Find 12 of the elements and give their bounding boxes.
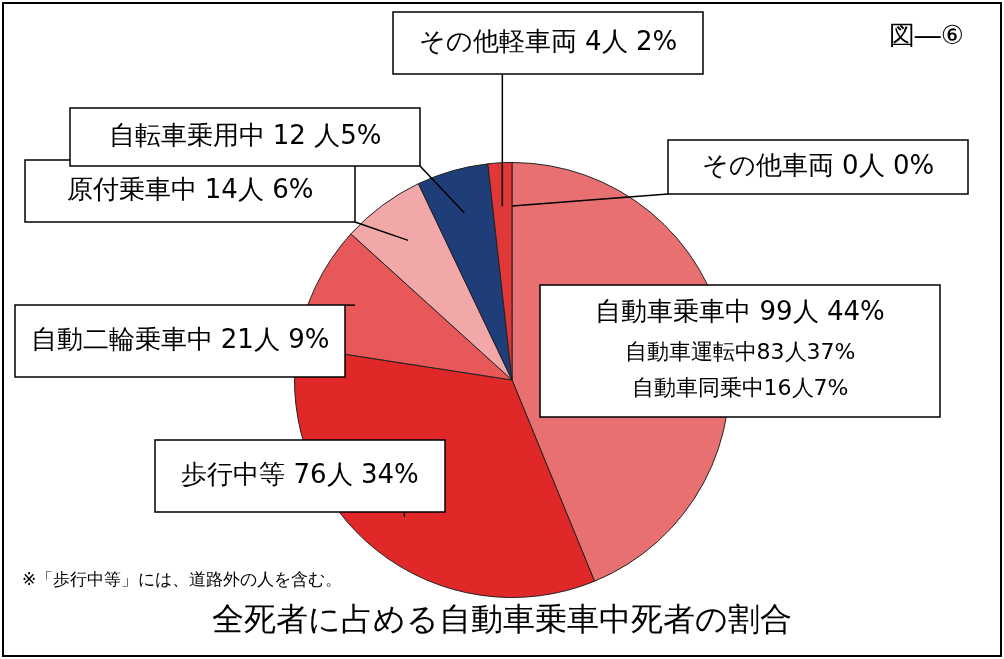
text: 図―⑥: [888, 19, 964, 52]
slice-label: 自動二輪乗車中 21人 9%: [30, 323, 330, 354]
text: 自動車運転中83人37%: [624, 338, 856, 364]
category-label: その他車両 0人 0%: [701, 149, 935, 180]
slice-label: その他軽車両 4人 2%: [418, 25, 678, 56]
slice-label: 自動車乗車中 99人 44%: [595, 295, 885, 326]
slice-label: 歩行中等 76人 34%: [181, 458, 419, 489]
text: 自動車同乗中16人7%: [631, 374, 849, 400]
text: 全死者に占める自動車乗車中死者の割合: [211, 599, 793, 640]
slice-label: 原付乗車中 14人 6%: [66, 173, 314, 204]
text: ※「歩行中等」には、道路外の人を含む。: [22, 568, 343, 591]
slice-label: 自転車乗用中 12 人5%: [108, 119, 382, 150]
